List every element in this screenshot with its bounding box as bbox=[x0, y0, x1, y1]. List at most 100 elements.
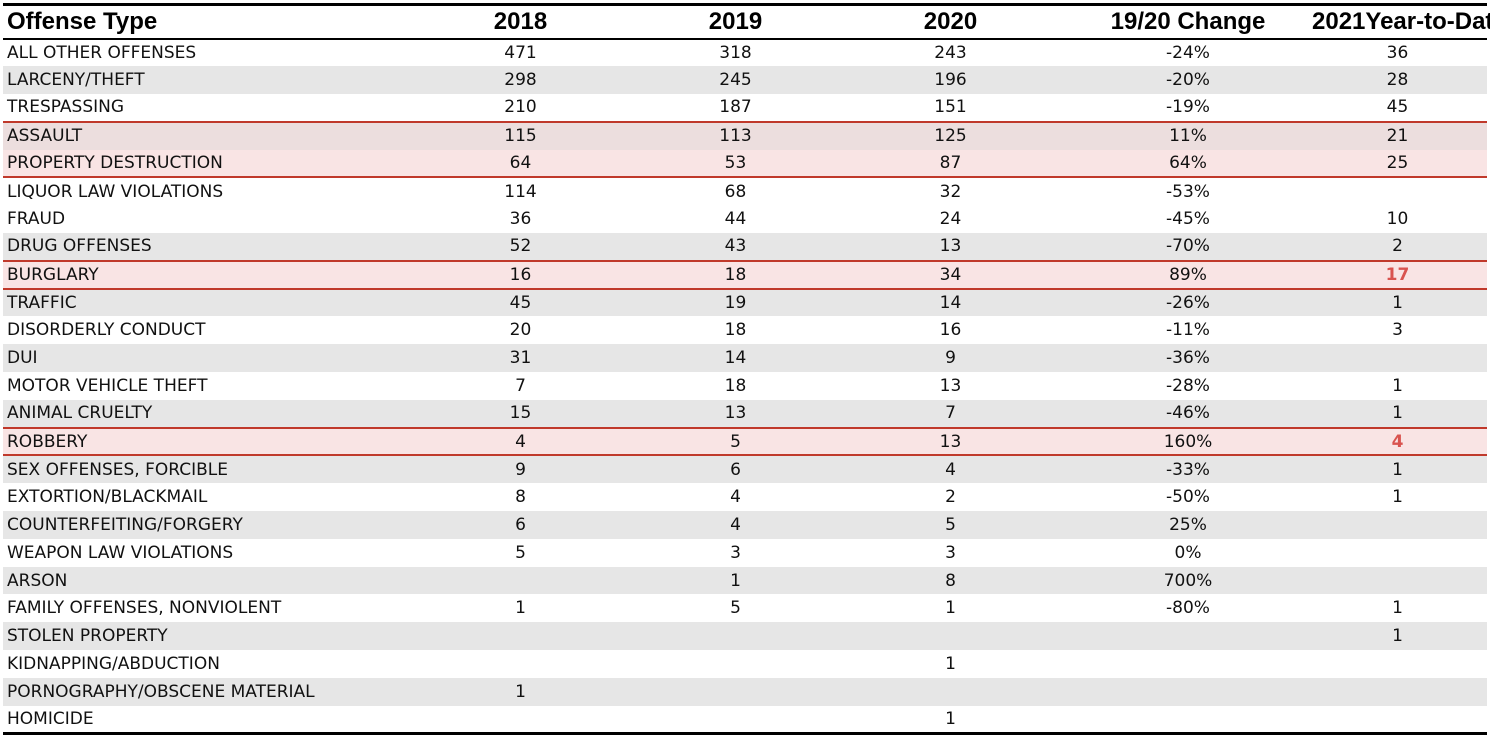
change-cell: -80% bbox=[1166, 598, 1210, 619]
value-2018-cell: 6 bbox=[515, 514, 526, 535]
value-2018-cell: 471 bbox=[504, 42, 537, 63]
value-2018-cell: 52 bbox=[509, 236, 532, 257]
offense-cell: DISORDERLY CONDUCT bbox=[7, 320, 206, 341]
offense-cell: FAMILY OFFENSES, NONVIOLENT bbox=[7, 598, 282, 619]
offense-cell: PORNOGRAPHY/OBSCENE MATERIAL bbox=[7, 681, 315, 702]
ytd-cell: 2 bbox=[1392, 236, 1403, 257]
value-2020-cell: 13 bbox=[939, 375, 962, 396]
value-2020-cell: 1 bbox=[833, 705, 1068, 735]
ytd-cell: 21 bbox=[1308, 120, 1487, 150]
ytd-cell bbox=[1308, 678, 1487, 706]
value-2018-cell: 4 bbox=[403, 426, 638, 457]
table-row: ARSON 1 8 700% bbox=[3, 566, 1487, 595]
value-2019-cell bbox=[638, 622, 833, 650]
value-2019-cell: 18 bbox=[638, 259, 833, 290]
value-2020-cell: 87 bbox=[833, 149, 1068, 179]
value-2019-cell: 13 bbox=[724, 403, 747, 424]
offense-table: Offense Type 2018 2019 2020 19/20 Change… bbox=[3, 3, 1490, 735]
value-2018-cell: 114 bbox=[504, 181, 537, 202]
value-2020-cell bbox=[833, 678, 1068, 706]
offense-cell: BURGLARY bbox=[3, 259, 403, 290]
change-cell: -24% bbox=[1166, 42, 1210, 63]
value-2018-cell: 1 bbox=[515, 598, 526, 619]
offense-cell: FRAUD bbox=[7, 209, 66, 230]
value-2018-cell bbox=[403, 650, 638, 678]
change-cell: -50% bbox=[1166, 487, 1210, 508]
value-2019-cell: 18 bbox=[724, 375, 747, 396]
value-2019-cell: 1 bbox=[730, 570, 741, 591]
offense-table-container: Offense Type 2018 2019 2020 19/20 Change… bbox=[3, 3, 1490, 735]
offense-cell: WEAPON LAW VIOLATIONS bbox=[7, 542, 234, 563]
offense-cell: MOTOR VEHICLE THEFT bbox=[7, 375, 208, 396]
ytd-cell: 45 bbox=[1386, 97, 1409, 118]
table-row: HOMICIDE 1 bbox=[3, 705, 1487, 735]
value-2020-cell: 1 bbox=[945, 598, 956, 619]
change-cell: -11% bbox=[1166, 320, 1210, 341]
table-row: ANIMAL CRUELTY 15 13 7 -46% 1 bbox=[3, 399, 1487, 428]
table-row: PROPERTY DESTRUCTION 64 53 87 64% 25 bbox=[3, 149, 1487, 179]
value-2019-cell: 4 bbox=[730, 487, 741, 508]
header-change: 19/20 Change bbox=[1110, 7, 1266, 35]
ytd-cell bbox=[1308, 511, 1487, 539]
offense-cell: LARCENY/THEFT bbox=[7, 70, 145, 91]
ytd-cell bbox=[1308, 567, 1487, 595]
offense-cell: HOMICIDE bbox=[3, 705, 403, 735]
value-2018-cell bbox=[403, 705, 638, 735]
value-2019-cell: 53 bbox=[638, 149, 833, 179]
value-2019-cell bbox=[638, 650, 833, 678]
table-row: ALL OTHER OFFENSES 471 318 243 -24% 36 bbox=[3, 39, 1487, 67]
change-cell bbox=[1068, 622, 1308, 650]
header-2019: 2019 bbox=[708, 7, 763, 35]
offense-cell: TRAFFIC bbox=[7, 293, 77, 314]
table-row: DISORDERLY CONDUCT 20 18 16 -11% 3 bbox=[3, 316, 1487, 344]
ytd-cell bbox=[1308, 650, 1487, 678]
table-row: ASSAULT 115 113 125 11% 21 bbox=[3, 120, 1487, 150]
value-2020-cell: 16 bbox=[939, 320, 962, 341]
table-row: DRUG OFFENSES 52 43 13 -70% 2 bbox=[3, 233, 1487, 261]
value-2020-cell: 14 bbox=[939, 293, 962, 314]
change-cell: 160% bbox=[1068, 426, 1308, 457]
value-2019-cell: 19 bbox=[724, 293, 747, 314]
change-cell: 25% bbox=[1169, 514, 1207, 535]
value-2019-cell: 43 bbox=[724, 236, 747, 257]
value-2019-cell: 14 bbox=[724, 348, 747, 369]
table-row: TRESPASSING 210 187 151 -19% 45 bbox=[3, 94, 1487, 122]
header-2020: 2020 bbox=[923, 7, 978, 35]
offense-cell: ASSAULT bbox=[3, 120, 403, 150]
offense-cell: ROBBERY bbox=[3, 426, 403, 457]
value-2019-cell: 6 bbox=[730, 459, 741, 480]
header-2018: 2018 bbox=[493, 7, 548, 35]
ytd-cell bbox=[1308, 344, 1487, 372]
ytd-cell: 25 bbox=[1308, 149, 1487, 179]
ytd-cell: 1 bbox=[1392, 403, 1403, 424]
value-2020-cell: 9 bbox=[945, 348, 956, 369]
ytd-cell bbox=[1308, 177, 1487, 205]
offense-cell: DRUG OFFENSES bbox=[7, 236, 152, 257]
value-2020-cell: 32 bbox=[939, 181, 962, 202]
offense-cell: TRESPASSING bbox=[7, 97, 125, 118]
value-2018-cell: 36 bbox=[509, 209, 532, 230]
change-cell: -28% bbox=[1166, 375, 1210, 396]
table-row: LIQUOR LAW VIOLATIONS 114 68 32 -53% bbox=[3, 177, 1487, 205]
table-row: KIDNAPPING/ABDUCTION 1 bbox=[3, 650, 1487, 678]
ytd-cell: 4 bbox=[1308, 426, 1487, 457]
ytd-cell: 1 bbox=[1392, 459, 1403, 480]
offense-cell: COUNTERFEITING/FORGERY bbox=[7, 514, 243, 535]
value-2019-cell: 18 bbox=[724, 320, 747, 341]
change-cell: 89% bbox=[1068, 259, 1308, 290]
ytd-cell bbox=[1308, 705, 1487, 735]
value-2019-cell: 3 bbox=[730, 542, 741, 563]
ytd-cell: 10 bbox=[1386, 209, 1409, 230]
ytd-cell: 1 bbox=[1392, 375, 1403, 396]
table-row: SEX OFFENSES, FORCIBLE 9 6 4 -33% 1 bbox=[3, 455, 1487, 484]
change-cell: 64% bbox=[1068, 149, 1308, 179]
value-2018-cell: 31 bbox=[509, 348, 532, 369]
change-cell: -45% bbox=[1166, 209, 1210, 230]
value-2020-cell: 196 bbox=[934, 70, 967, 91]
offense-cell: ALL OTHER OFFENSES bbox=[7, 42, 197, 63]
offense-cell: LIQUOR LAW VIOLATIONS bbox=[7, 181, 224, 202]
ytd-cell: 28 bbox=[1386, 70, 1409, 91]
value-2019-cell: 4 bbox=[730, 514, 741, 535]
table-row: FAMILY OFFENSES, NONVIOLENT 1 5 1 -80% 1 bbox=[3, 594, 1487, 622]
change-cell: -36% bbox=[1166, 348, 1210, 369]
